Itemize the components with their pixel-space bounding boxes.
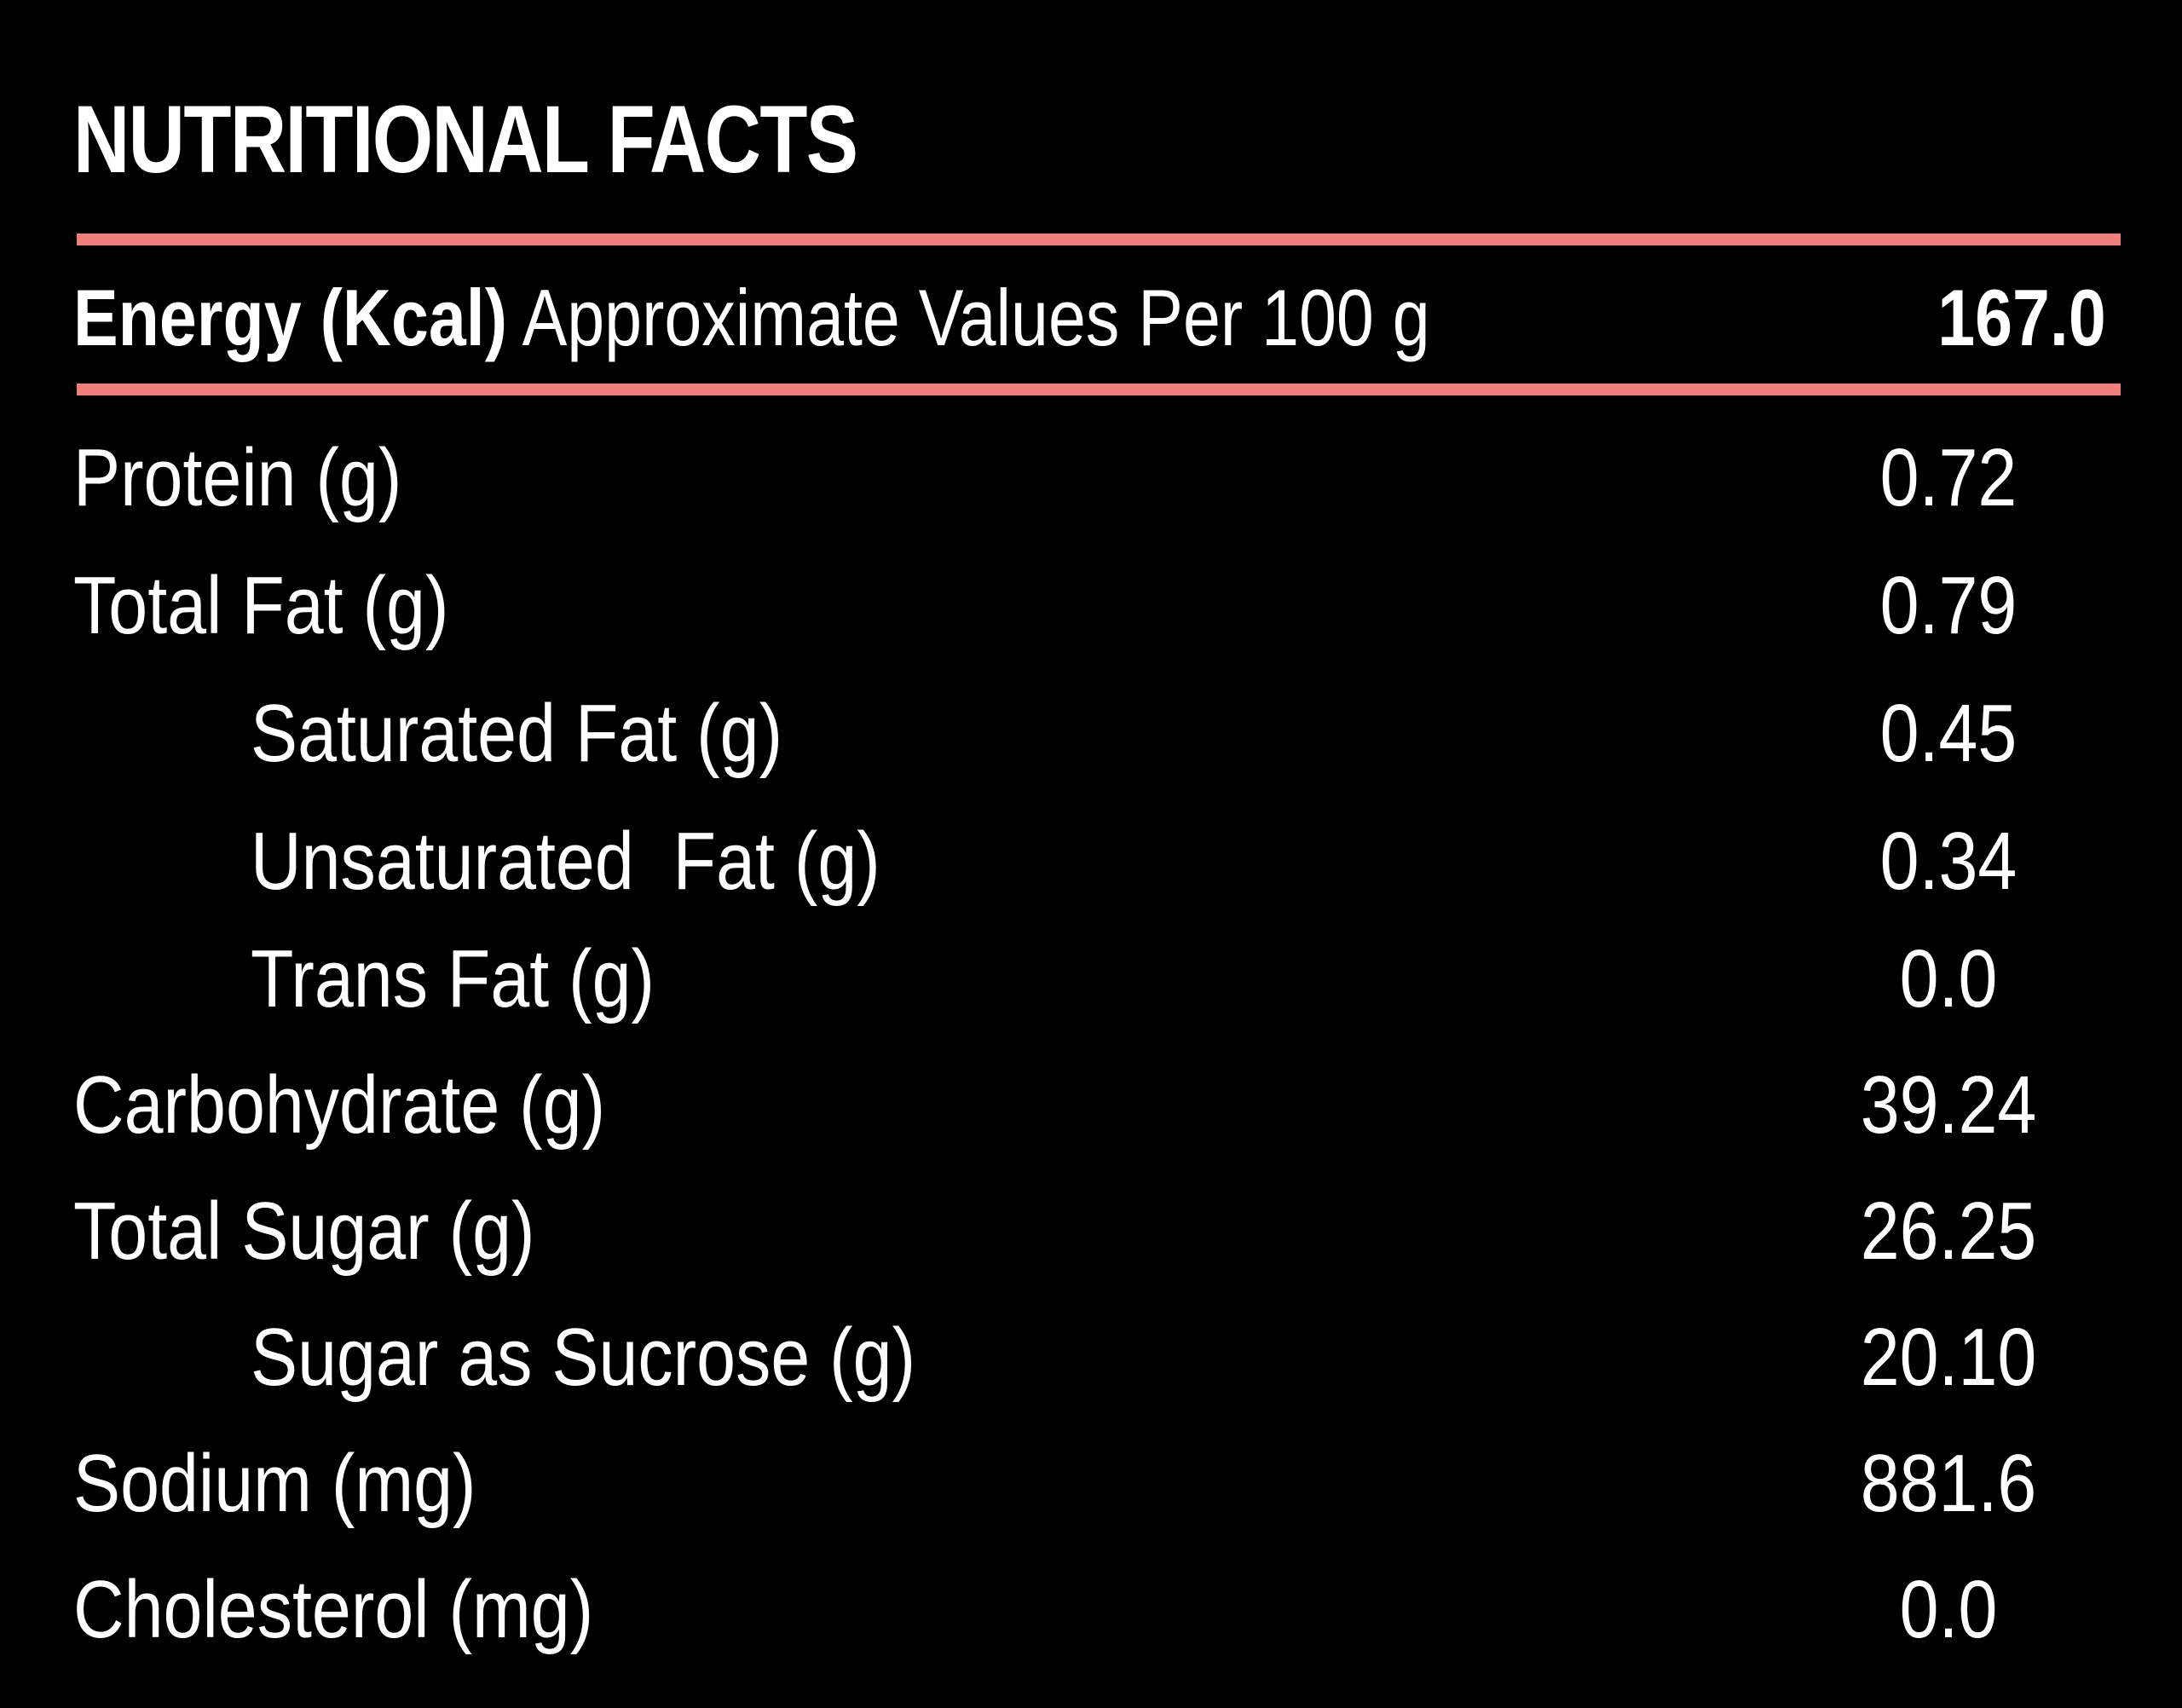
nutrient-value: 20.10 xyxy=(1860,1312,2037,1403)
energy-value: 167.0 xyxy=(1937,273,2106,362)
nutrient-value: 0.79 xyxy=(1879,560,2017,651)
nutrient-label: Carbohydrate (g) xyxy=(73,1059,606,1151)
nutrient-label: Saturated Fat (g) xyxy=(251,688,783,779)
nutrient-label: Unsaturated Fat (g) xyxy=(251,816,880,907)
energy-label-bold: Energy (Kcal) xyxy=(73,273,508,362)
nutrient-row-saturated-fat: Saturated Fat (g) 0.45 xyxy=(0,678,2182,789)
nutrient-value: 26.25 xyxy=(1860,1186,2037,1277)
nutrient-label: Total Fat (g) xyxy=(73,560,449,651)
top-divider xyxy=(77,234,2121,245)
bottom-divider xyxy=(77,384,2121,395)
energy-row: Energy (Kcal) Approximate Values Per 100… xyxy=(73,271,2119,365)
nutrient-label: Sodium (mg) xyxy=(73,1438,476,1529)
nutrient-value: 881.6 xyxy=(1860,1438,2037,1529)
nutrient-label: Trans Fat (g) xyxy=(251,933,655,1024)
page-title: NUTRITIONAL FACTS xyxy=(73,86,858,193)
nutrient-row-unsaturated-fat: Unsaturated Fat (g) 0.34 xyxy=(0,806,2182,917)
nutrient-value: 0.0 xyxy=(1899,933,1998,1024)
nutrient-row-sodium: Sodium (mg) 881.6 xyxy=(0,1428,2182,1539)
nutrient-row-carbohydrate: Carbohydrate (g) 39.24 xyxy=(0,1050,2182,1161)
nutrient-row-cholesterol: Cholesterol (mg) 0.0 xyxy=(0,1555,2182,1665)
nutrient-label: Protein (g) xyxy=(73,432,402,523)
nutrient-label: Total Sugar (g) xyxy=(73,1186,535,1277)
nutrient-label: Cholesterol (mg) xyxy=(73,1564,594,1655)
nutrient-value: 0.0 xyxy=(1899,1564,1998,1655)
energy-label-rest: Approximate Values Per 100 g xyxy=(507,273,1430,362)
energy-label: Energy (Kcal) Approximate Values Per 100… xyxy=(73,271,1430,365)
nutrient-value: 0.45 xyxy=(1879,688,2017,779)
nutrient-value: 0.34 xyxy=(1879,816,2017,907)
nutrient-row-total-sugar: Total Sugar (g) 26.25 xyxy=(0,1176,2182,1287)
nutrient-row-trans-fat: Trans Fat (g) 0.0 xyxy=(0,924,2182,1035)
nutrient-row-sugar-as-sucrose: Sugar as Sucrose (g) 20.10 xyxy=(0,1302,2182,1413)
nutrient-value: 39.24 xyxy=(1860,1059,2037,1151)
nutrient-row-total-fat: Total Fat (g) 0.79 xyxy=(0,551,2182,661)
nutrient-value: 0.72 xyxy=(1879,432,2017,523)
nutrient-row-protein: Protein (g) 0.72 xyxy=(0,423,2182,534)
nutrient-label: Sugar as Sucrose (g) xyxy=(251,1312,916,1403)
